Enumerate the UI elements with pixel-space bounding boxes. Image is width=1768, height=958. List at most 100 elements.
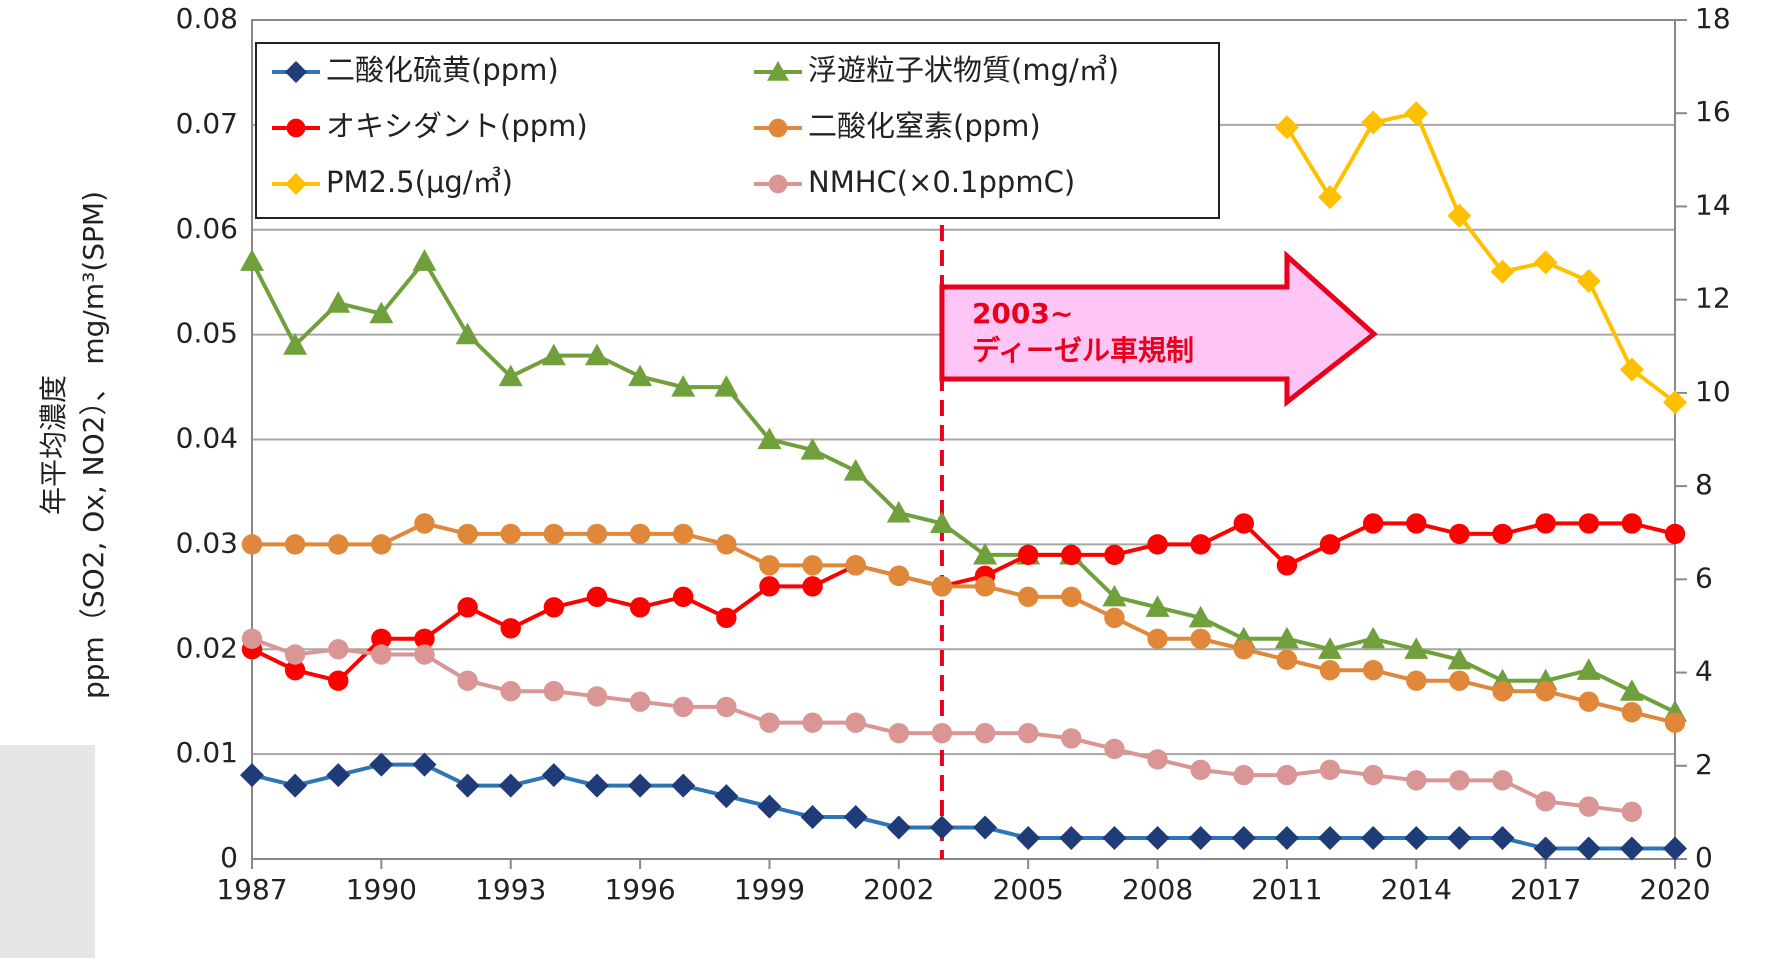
marker — [843, 805, 868, 830]
marker — [931, 722, 953, 744]
marker — [1231, 826, 1256, 851]
marker — [802, 712, 823, 733]
marker — [629, 597, 651, 618]
x-tick-label: 1987 — [216, 873, 287, 906]
marker — [1319, 534, 1341, 555]
marker — [328, 534, 349, 555]
marker — [284, 534, 306, 555]
marker — [845, 712, 866, 733]
marker — [328, 670, 349, 691]
marker — [1274, 626, 1299, 649]
marker — [586, 523, 608, 545]
legend-label: 二酸化窒素(ppm) — [808, 109, 1041, 143]
y-tick-label: 0.05 — [176, 317, 238, 350]
marker — [886, 500, 911, 523]
marker — [584, 343, 609, 366]
y2-tick-label: 16 — [1695, 95, 1731, 128]
legend-marker — [285, 173, 307, 195]
marker — [586, 686, 608, 707]
marker — [284, 644, 306, 665]
marker — [1102, 584, 1127, 607]
y2-tick-label: 4 — [1695, 655, 1713, 688]
marker — [1406, 513, 1427, 534]
marker — [457, 523, 478, 545]
marker — [1619, 836, 1644, 861]
marker — [1061, 544, 1082, 566]
marker — [1578, 796, 1599, 817]
marker — [671, 773, 696, 798]
marker — [1319, 660, 1341, 681]
x-tick-label: 2008 — [1122, 873, 1193, 906]
marker — [1449, 523, 1470, 545]
marker — [629, 691, 651, 712]
marker — [1190, 628, 1211, 649]
marker — [1621, 701, 1643, 723]
x-tick-label: 1996 — [604, 873, 675, 906]
marker — [1535, 681, 1556, 702]
series-line — [1285, 110, 1677, 404]
marker — [1233, 513, 1254, 534]
marker — [843, 458, 868, 481]
marker — [1017, 722, 1039, 744]
marker — [716, 607, 737, 628]
legend-marker — [768, 174, 788, 194]
legend-marker — [286, 118, 306, 138]
marker — [714, 375, 739, 397]
marker — [1318, 185, 1343, 210]
y-tick-label: 0.01 — [176, 736, 238, 769]
legend-marker — [285, 61, 307, 83]
marker — [929, 815, 954, 840]
legend-box — [255, 42, 1220, 219]
marker — [498, 364, 523, 387]
marker — [1490, 259, 1515, 284]
marker — [1664, 523, 1686, 545]
marker — [1449, 770, 1470, 791]
marker — [326, 291, 351, 313]
annotation-text: ディーゼル車規制 — [972, 334, 1194, 367]
marker — [1404, 637, 1429, 659]
marker — [1361, 626, 1386, 649]
marker — [1274, 115, 1299, 140]
legend: 二酸化硫黄(ppm) 浮遊粒子状物質(mg/㎥) オキシダント(ppm) 二酸化窒素(… — [255, 42, 1220, 219]
x-tick-label: 1993 — [475, 873, 546, 906]
marker — [714, 784, 739, 809]
marker — [1319, 759, 1341, 781]
marker — [1404, 826, 1429, 851]
marker — [414, 628, 435, 649]
marker — [1578, 513, 1599, 534]
marker — [757, 427, 782, 450]
marker — [628, 773, 653, 798]
marker — [1061, 586, 1082, 608]
marker — [1104, 607, 1125, 628]
y-tick-label: 0.04 — [176, 422, 238, 455]
marker — [500, 681, 521, 702]
marker — [1621, 513, 1643, 534]
marker — [1102, 826, 1127, 851]
marker — [1447, 826, 1472, 851]
marker — [1447, 203, 1472, 228]
marker — [628, 364, 653, 387]
series-line — [251, 520, 1676, 683]
y-tick-label: 0 — [220, 841, 238, 874]
marker — [1361, 826, 1386, 851]
marker — [888, 565, 910, 587]
marker — [974, 576, 996, 597]
marker — [1188, 826, 1213, 851]
y2-tick-label: 10 — [1695, 375, 1731, 408]
marker — [757, 794, 782, 819]
marker — [1619, 679, 1644, 701]
marker — [673, 696, 694, 718]
marker — [1492, 523, 1513, 545]
marker — [371, 534, 392, 555]
marker — [500, 618, 521, 639]
marker — [241, 628, 263, 649]
legend-label: PM2.5(μg/㎥) — [326, 165, 513, 199]
marker — [974, 722, 996, 744]
marker — [716, 534, 737, 555]
marker — [241, 534, 263, 555]
marker — [1621, 801, 1643, 823]
y-tick-label: 0.06 — [176, 212, 238, 245]
marker — [1276, 764, 1298, 786]
marker — [1406, 770, 1427, 791]
